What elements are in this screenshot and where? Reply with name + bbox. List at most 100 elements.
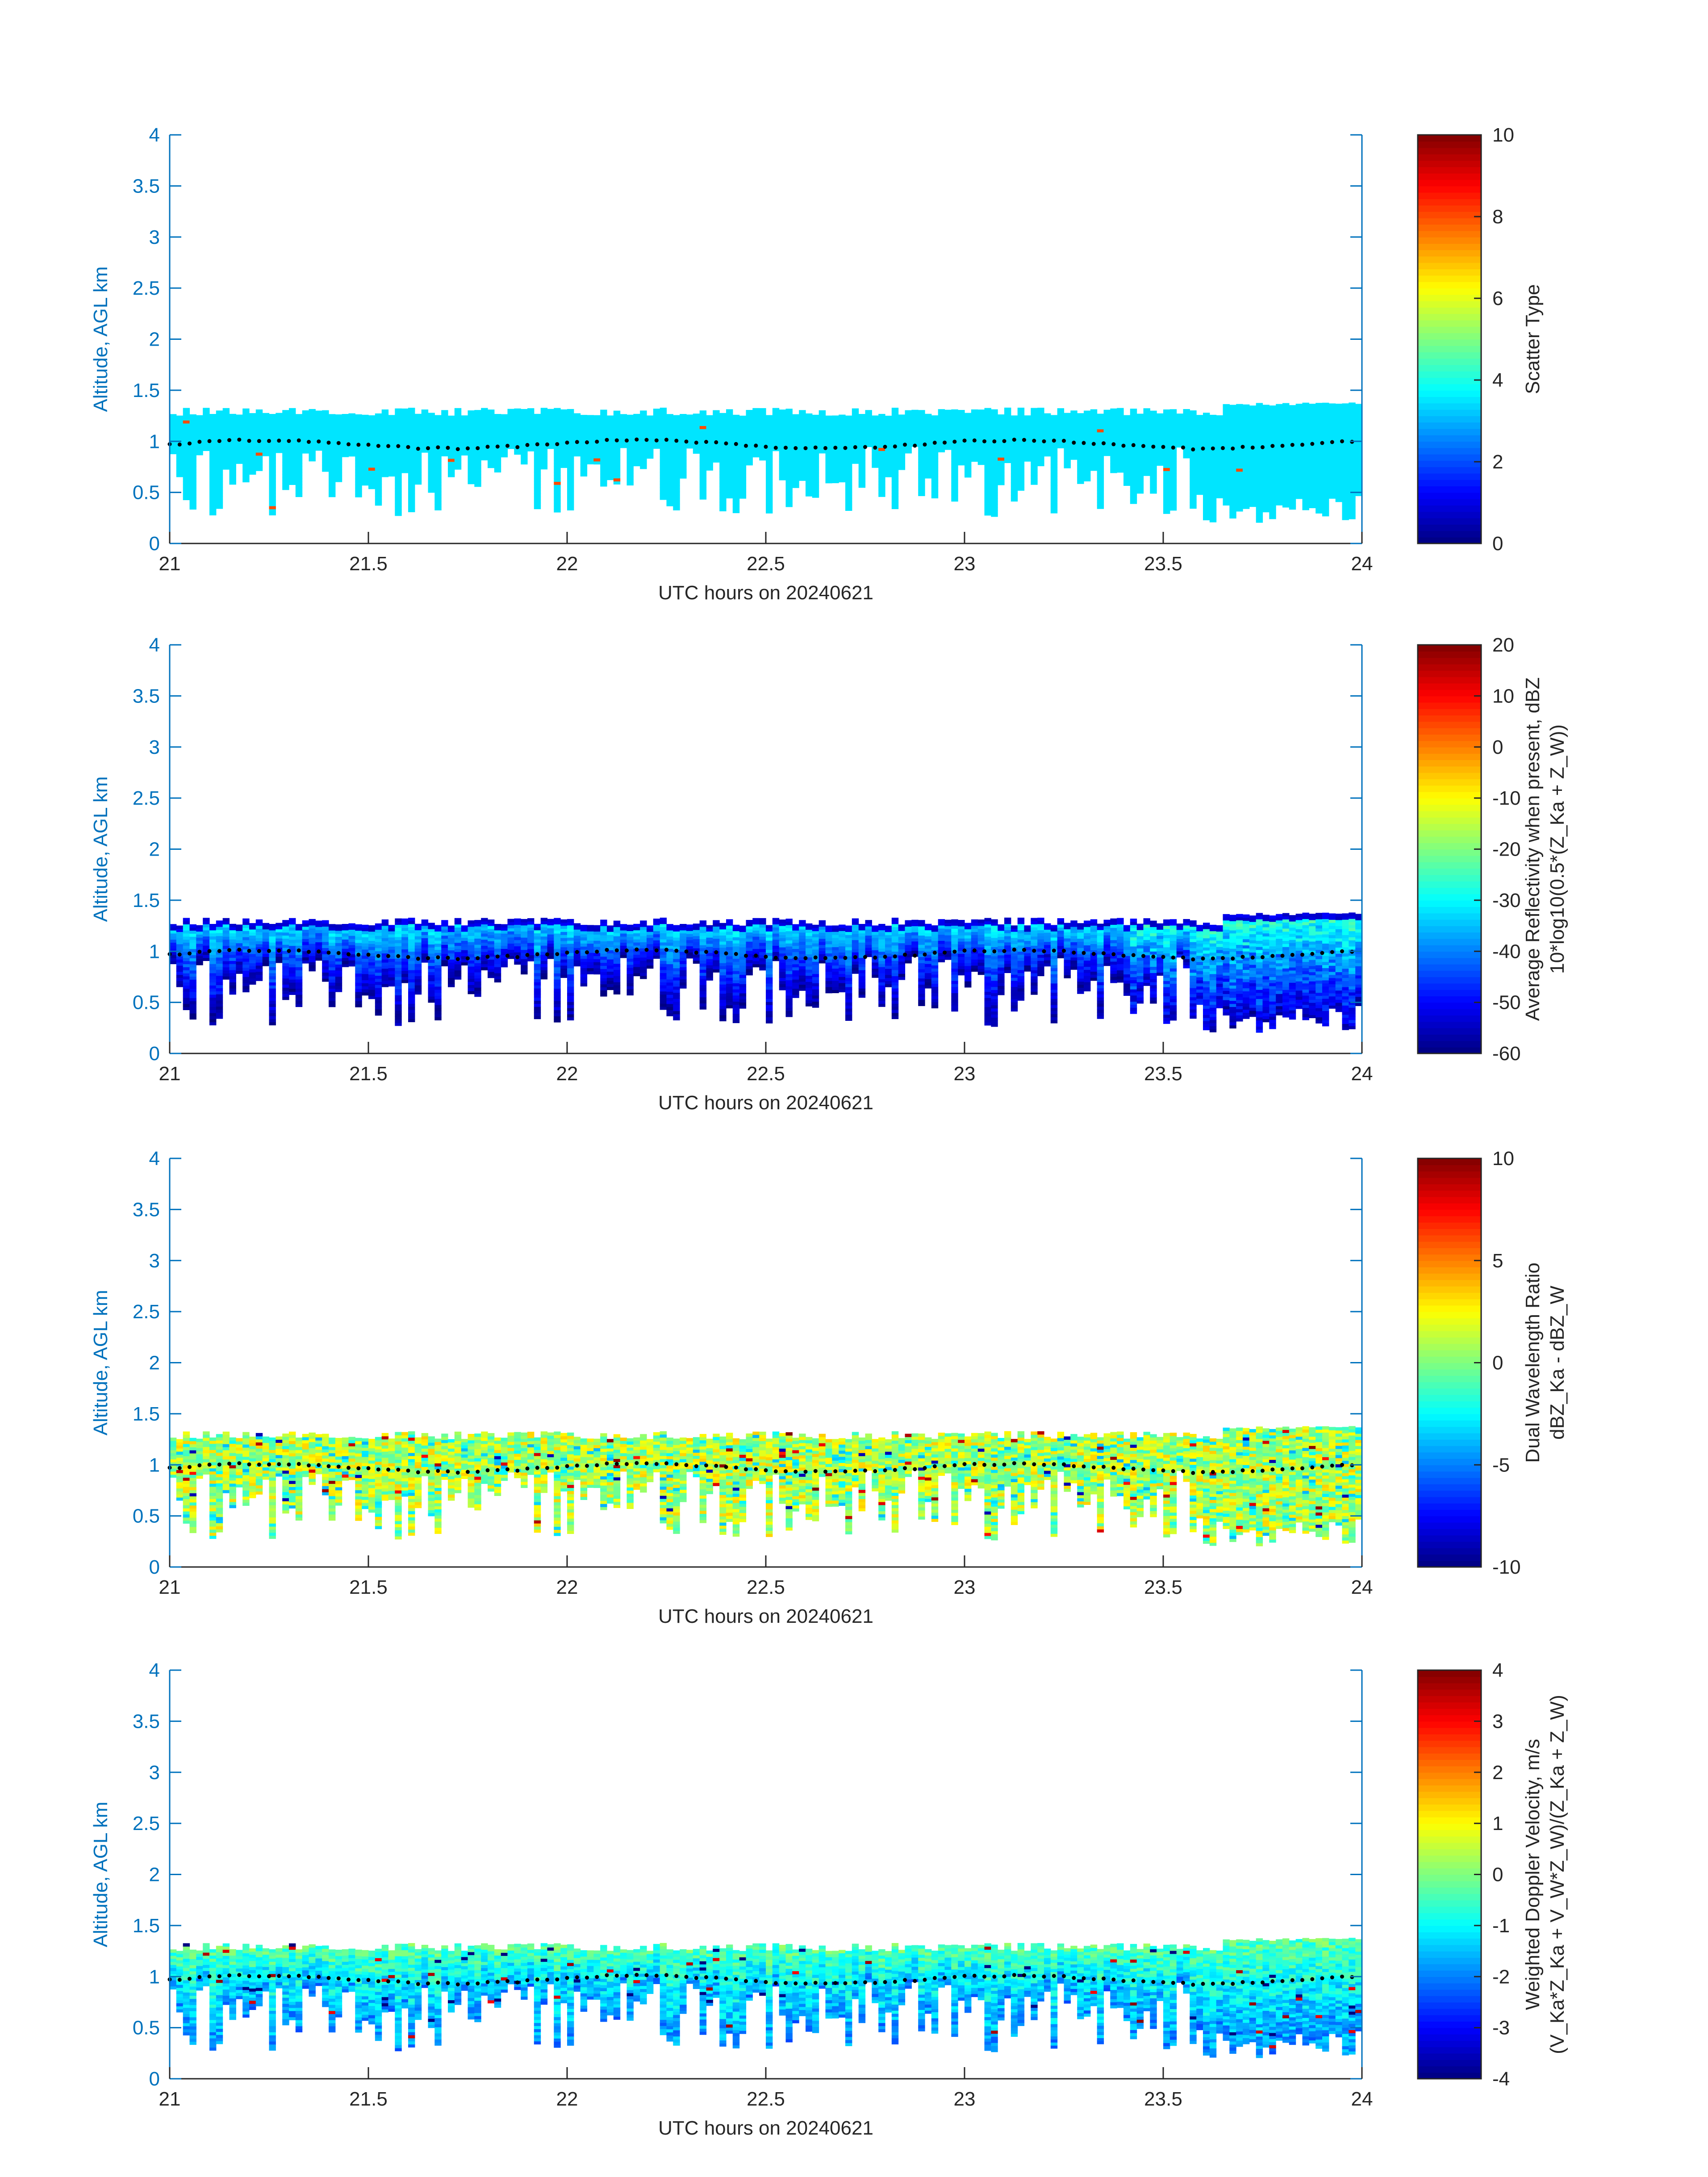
heatmap-cell: [1077, 468, 1084, 472]
heatmap-cell: [315, 954, 322, 958]
heatmap-cell: [1276, 453, 1283, 456]
heatmap-cell: [335, 451, 342, 455]
heatmap-cell: [1236, 453, 1243, 456]
heatmap-cell: [176, 981, 184, 984]
heatmap-cell: [1097, 496, 1104, 500]
heatmap-cell: [547, 427, 554, 431]
heatmap-cell: [1097, 478, 1104, 481]
heatmap-cell: [732, 476, 740, 480]
heatmap-cell: [1110, 469, 1117, 473]
heatmap-cell: [1011, 424, 1018, 428]
colorbar-band: [1418, 269, 1481, 276]
heatmap-cell: [302, 441, 309, 444]
heatmap-cell: [1044, 431, 1051, 435]
heatmap-cell: [395, 421, 402, 424]
heatmap-cell: [1150, 463, 1157, 466]
heatmap-cell: [1064, 452, 1071, 456]
colorbar-label: Scatter Type: [1522, 284, 1544, 394]
mean-height-dot: [1091, 442, 1096, 446]
heatmap-cell: [1262, 447, 1270, 451]
heatmap-cell: [1209, 421, 1217, 425]
heatmap-cell: [560, 430, 568, 435]
heatmap-cell: [282, 468, 289, 472]
heatmap-cell: [1110, 457, 1117, 461]
heatmap-cell: [819, 422, 826, 426]
heatmap-cell: [739, 452, 747, 456]
mean-height-dot: [1320, 441, 1324, 445]
heatmap-cell: [713, 438, 720, 441]
heatmap-cell: [329, 426, 336, 430]
mean-height-dot: [724, 441, 728, 446]
heatmap-cell: [534, 506, 541, 510]
heatmap-cell: [1229, 408, 1236, 411]
heatmap-cell: [1110, 439, 1117, 443]
heatmap-cell: [381, 449, 389, 453]
y-tick-label: 0: [149, 533, 160, 555]
heatmap-cell: [322, 929, 329, 933]
heatmap-cell: [309, 409, 316, 413]
heatmap-cell: [858, 469, 866, 472]
heatmap-cell: [1302, 448, 1309, 452]
heatmap-cell: [262, 437, 270, 441]
heatmap-cell: [554, 457, 561, 460]
heatmap-cell: [1276, 462, 1283, 466]
heatmap-cell: [183, 973, 190, 977]
heatmap-cell: [1130, 433, 1137, 437]
heatmap-cell: [1355, 443, 1362, 447]
heatmap-cell: [1143, 466, 1150, 470]
heatmap-cell: [567, 443, 574, 446]
heatmap-cell: [653, 421, 660, 425]
heatmap-cell: [348, 453, 355, 457]
heatmap-cell: [534, 469, 541, 472]
mean-height-dot: [347, 442, 351, 447]
heatmap-cell: [368, 452, 376, 455]
heatmap-cell: [991, 489, 998, 493]
heatmap-cell: [395, 482, 402, 485]
heatmap-cell: [1209, 491, 1217, 495]
heatmap-cell: [329, 423, 336, 427]
heatmap-cell: [203, 444, 210, 448]
heatmap-cell: [938, 412, 945, 416]
heatmap-cell: [269, 481, 276, 485]
heatmap-cell: [699, 444, 707, 448]
heatmap-cell: [832, 455, 839, 459]
heatmap-cell: [806, 447, 813, 451]
heatmap-cell: [355, 417, 362, 421]
heatmap-cell: [845, 425, 852, 428]
heatmap-cell: [501, 432, 508, 436]
heatmap-cell: [1190, 484, 1197, 488]
heatmap-cell: [1017, 481, 1025, 485]
heatmap-cell: [501, 417, 508, 421]
heatmap-cell: [262, 944, 270, 948]
heatmap-cell: [1157, 447, 1164, 451]
heatmap-cell: [593, 418, 601, 422]
heatmap-cell: [905, 438, 912, 441]
heatmap-cell: [322, 975, 329, 979]
heatmap-cell: [699, 484, 707, 488]
heatmap-cell: [183, 961, 190, 965]
mean-height-dot: [913, 443, 917, 448]
heatmap-cell: [925, 453, 932, 457]
heatmap-cell: [395, 506, 402, 510]
heatmap-cell: [348, 450, 355, 454]
heatmap-cell: [965, 419, 972, 422]
heatmap-cell: [845, 449, 852, 453]
heatmap-cell: [170, 451, 177, 455]
heatmap-cell: [342, 438, 349, 442]
heatmap-cell: [839, 433, 846, 437]
heatmap-cell: [600, 477, 607, 481]
heatmap-cell: [242, 418, 250, 421]
heatmap-cell: [858, 429, 866, 433]
heatmap-cell: [1070, 447, 1077, 451]
heatmap-cell: [295, 493, 303, 497]
heatmap-cell: [1163, 498, 1170, 502]
heatmap-cell: [898, 439, 906, 443]
heatmap-cell: [309, 931, 316, 935]
mean-height-dot: [833, 446, 838, 450]
heatmap-cell: [732, 464, 740, 468]
heatmap-cell: [1315, 485, 1323, 489]
heatmap-cell: [242, 470, 250, 473]
heatmap-cell: [726, 483, 733, 486]
mean-height-dot: [237, 438, 242, 442]
heatmap-cell: [249, 941, 256, 945]
